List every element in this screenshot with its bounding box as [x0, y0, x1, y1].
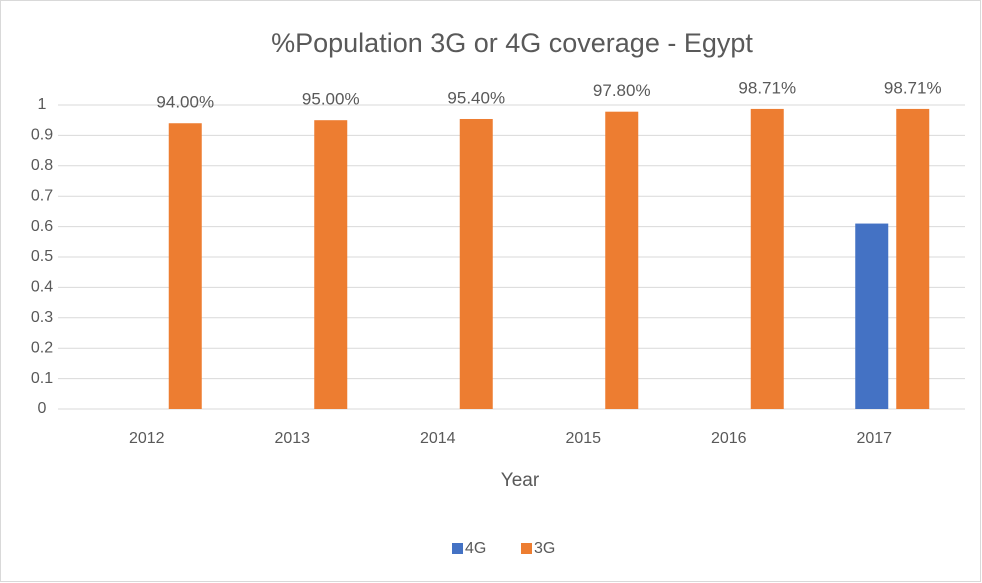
legend-label: 4G [465, 540, 486, 557]
data-label: 97.80% [593, 81, 651, 100]
chart-title: %Population 3G or 4G coverage - Egypt [271, 28, 753, 58]
bar [855, 223, 889, 409]
y-tick-label: 0.3 [31, 309, 53, 326]
bar [168, 123, 202, 410]
data-label: 94.00% [156, 93, 214, 112]
bar [605, 111, 639, 410]
y-tick-label: 0.4 [31, 279, 53, 296]
y-tick-label: 0.7 [31, 187, 53, 204]
x-tick-label: 2013 [274, 430, 310, 447]
y-tick-label: 0.9 [31, 127, 53, 144]
y-tick-label: 0.8 [31, 157, 53, 174]
x-tick-label: 2014 [420, 430, 456, 447]
data-label: 95.00% [302, 90, 360, 109]
x-axis-label: Year [501, 470, 540, 491]
bar [459, 118, 493, 409]
x-tick-label: 2017 [856, 430, 892, 447]
legend-label: 3G [534, 540, 555, 557]
y-tick-label: 0.2 [31, 339, 53, 356]
bar [750, 108, 784, 409]
legend-swatch [452, 543, 463, 554]
x-tick-label: 2012 [129, 430, 165, 447]
data-label: 98.71% [884, 78, 942, 97]
bar [314, 120, 348, 409]
data-label: 98.71% [738, 78, 796, 97]
x-tick-label: 2015 [565, 430, 601, 447]
y-tick-label: 0.5 [31, 248, 53, 265]
y-tick-label: 0 [38, 400, 47, 417]
legend-swatch [521, 543, 532, 554]
bar [896, 108, 930, 409]
data-label: 95.40% [447, 88, 505, 107]
y-tick-label: 0.1 [31, 370, 53, 387]
y-tick-label: 0.6 [31, 218, 53, 235]
x-tick-label: 2016 [711, 430, 747, 447]
y-tick-label: 1 [38, 96, 47, 113]
